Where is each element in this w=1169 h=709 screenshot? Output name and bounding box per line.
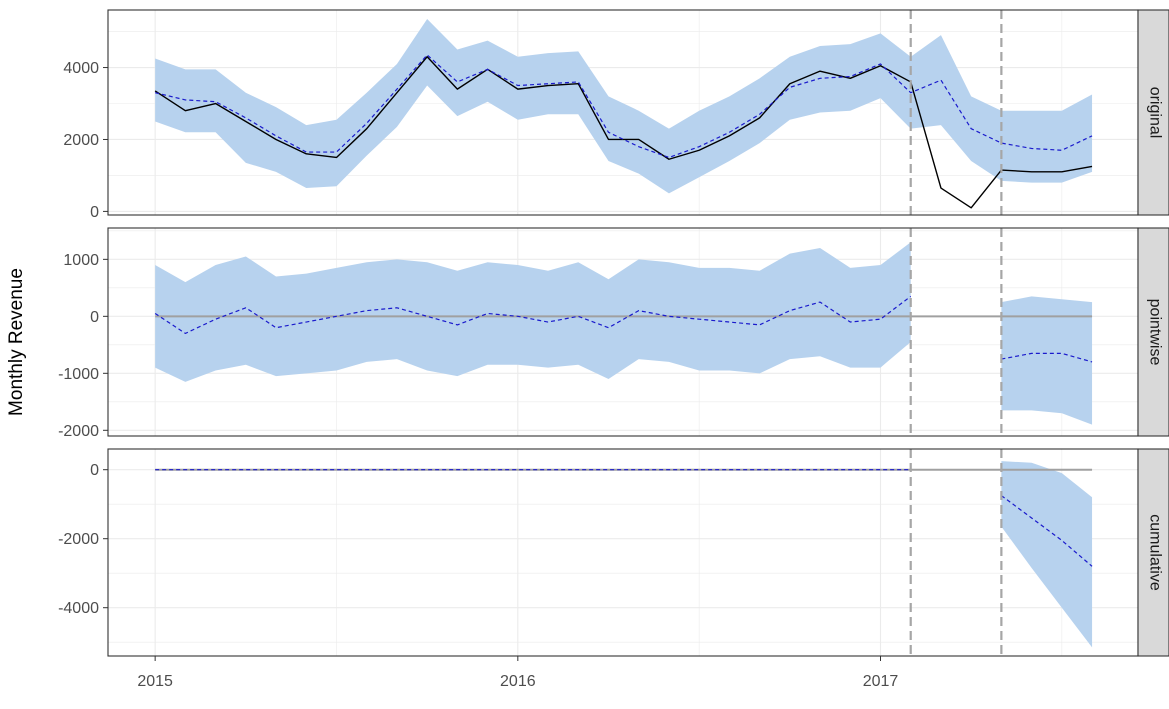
confidence-band-pointwise — [155, 242, 911, 382]
y-tick-label-original: 4000 — [63, 60, 99, 77]
strip-label-original: original — [1147, 87, 1164, 139]
panel-bg-cumulative — [108, 449, 1138, 656]
y-tick-label-cumulative: -4000 — [58, 600, 99, 617]
y-tick-label-original: 2000 — [63, 132, 99, 149]
y-tick-label-cumulative: 0 — [90, 462, 99, 479]
y-tick-label-cumulative: -2000 — [58, 531, 99, 548]
observed-line-original — [154, 56, 1093, 209]
y-tick-label-original: 0 — [90, 204, 99, 221]
confidence-band-pointwise — [1001, 296, 1093, 425]
predicted-line-original — [155, 54, 1093, 159]
predicted-line-pointwise — [154, 295, 912, 335]
strip-label-pointwise: pointwise — [1147, 299, 1164, 366]
predicted-line-pointwise — [1001, 352, 1093, 363]
x-tick-label: 2017 — [863, 673, 899, 690]
confidence-band-original — [155, 18, 1093, 194]
strip-pointwise — [1137, 227, 1169, 437]
confidence-band-cumulative — [1001, 461, 1093, 648]
x-tick-label: 2015 — [137, 673, 173, 690]
strip-cumulative — [1137, 448, 1169, 657]
predicted-line-cumulative — [1001, 495, 1093, 567]
strip-original — [1137, 9, 1169, 216]
y-tick-label-pointwise: 0 — [90, 309, 99, 326]
x-tick-label: 2016 — [500, 673, 536, 690]
y-tick-label-pointwise: 1000 — [63, 252, 99, 269]
y-tick-label-pointwise: -1000 — [58, 366, 99, 383]
y-axis-title: Monthly Revenue — [6, 268, 27, 416]
strip-label-cumulative: cumulative — [1147, 514, 1164, 591]
y-tick-label-pointwise: -2000 — [58, 423, 99, 440]
